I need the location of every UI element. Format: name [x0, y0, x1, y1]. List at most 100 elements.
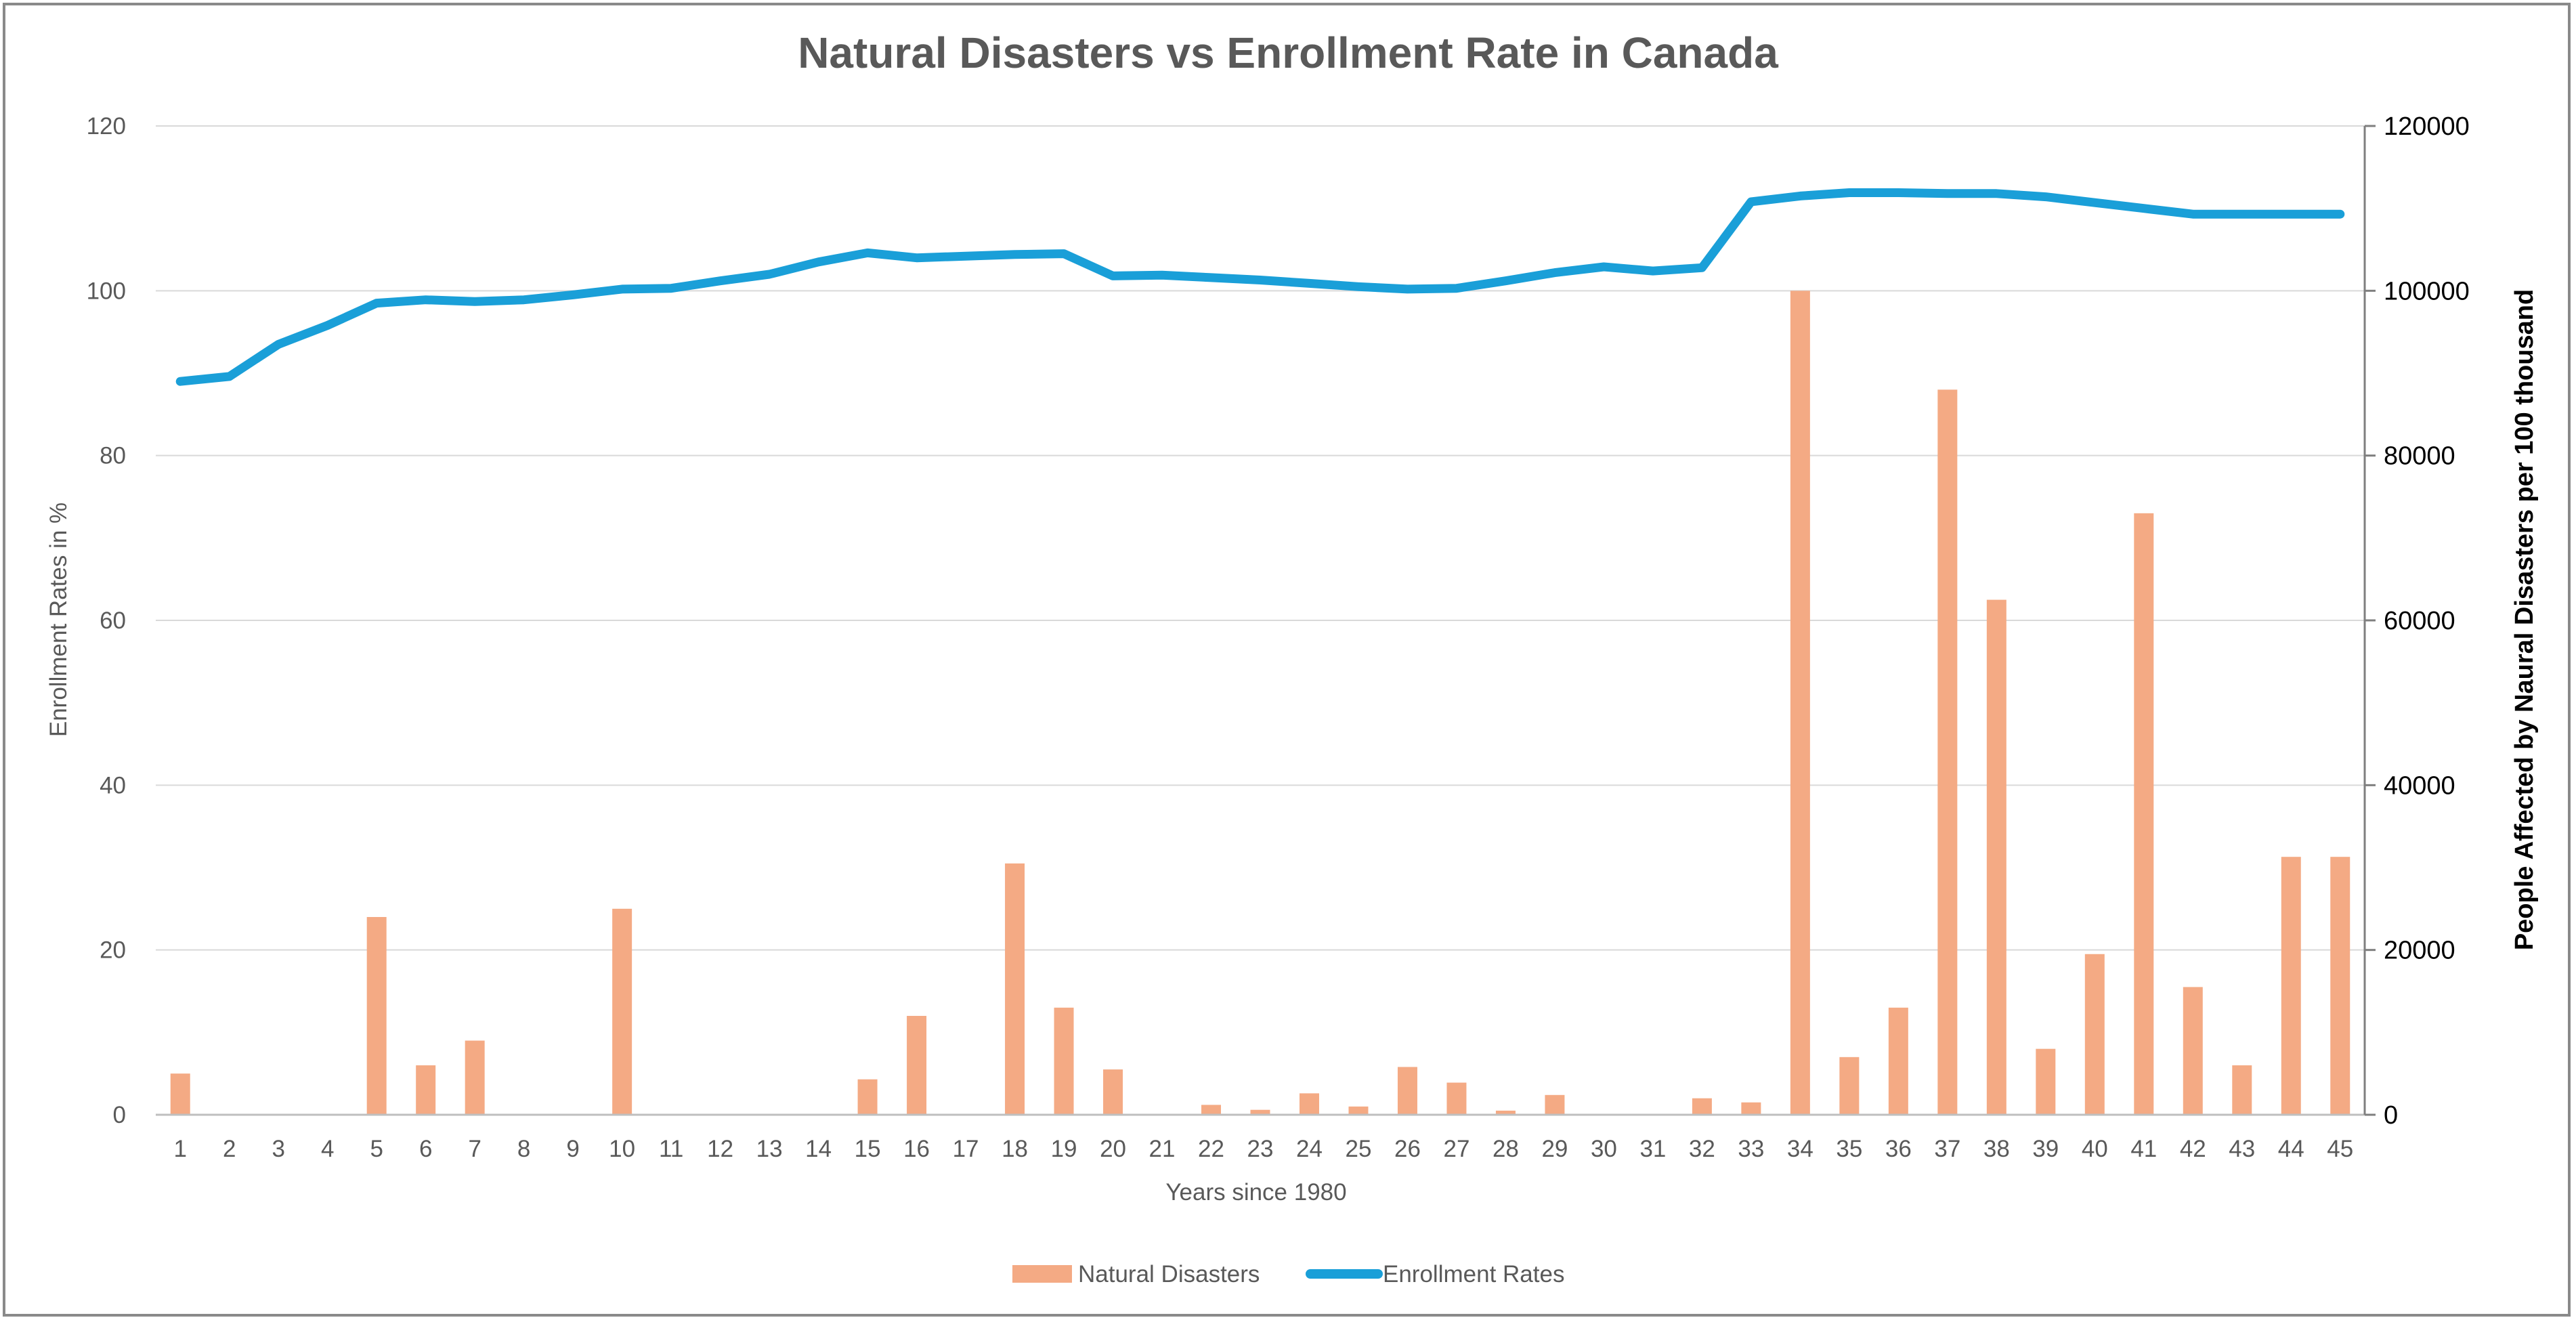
x-tick-label: 32	[1689, 1136, 1715, 1162]
x-tick-label: 9	[566, 1136, 579, 1162]
x-tick-label: 38	[1983, 1136, 2010, 1162]
left-tick-label: 100	[87, 278, 126, 304]
x-tick-label: 10	[609, 1136, 635, 1162]
x-tick-label: 17	[953, 1136, 979, 1162]
left-axis-title: Enrollment Rates in %	[45, 503, 72, 737]
x-tick-label: 24	[1296, 1136, 1323, 1162]
legend: Natural Disasters Enrollment Rates	[1012, 1261, 1564, 1287]
right-tick-label: 100000	[2384, 277, 2470, 305]
x-tick-label: 12	[707, 1136, 733, 1162]
bar	[2183, 987, 2203, 1115]
x-tick-label: 28	[1493, 1136, 1519, 1162]
bar	[1005, 863, 1025, 1115]
bar	[1839, 1057, 1860, 1115]
bar	[1250, 1109, 1270, 1115]
line-series-enrollment-rates	[175, 188, 2345, 386]
bar	[465, 1040, 485, 1115]
x-tick-label: 42	[2180, 1136, 2206, 1162]
x-tick-label: 15	[855, 1136, 881, 1162]
bar	[170, 1073, 190, 1115]
right-tick-label: 80000	[2384, 442, 2455, 471]
bar	[2281, 857, 2301, 1115]
x-tick-label: 7	[468, 1136, 481, 1162]
legend-label-enrollment-rates: Enrollment Rates	[1383, 1261, 1564, 1287]
x-axis-ticks: 1 2 3 4 5 6 7 8 9 10 11 12 13 14 15 16 17 18 19 20 21 22 23 24 2…	[174, 1136, 2354, 1162]
x-tick-label: 33	[1738, 1136, 1764, 1162]
x-tick-label: 45	[2327, 1136, 2353, 1162]
x-tick-label: 44	[2278, 1136, 2304, 1162]
bar	[1937, 389, 1958, 1115]
bar	[1692, 1098, 1712, 1115]
x-tick-label: 3	[272, 1136, 284, 1162]
x-tick-label: 20	[1100, 1136, 1126, 1162]
bar	[1888, 1007, 1908, 1115]
bar	[1790, 291, 1810, 1115]
x-tick-label: 1	[174, 1136, 187, 1162]
bar	[1201, 1105, 1222, 1115]
x-tick-label: 29	[1541, 1136, 1568, 1162]
x-tick-label: 6	[419, 1136, 432, 1162]
x-axis-title: Years since 1980	[1165, 1179, 1346, 1206]
bar	[857, 1079, 878, 1115]
legend-swatch-natural-disasters	[1012, 1265, 1072, 1283]
right-tick-label: 20000	[2384, 937, 2455, 965]
chart-title: Natural Disasters vs Enrollment Rate in …	[798, 28, 1778, 77]
bar	[1348, 1106, 1369, 1115]
x-tick-label: 36	[1885, 1136, 1912, 1162]
right-tick-label: 0	[2384, 1101, 2398, 1130]
x-tick-label: 18	[1002, 1136, 1028, 1162]
x-tick-label: 2	[223, 1136, 236, 1162]
bar	[1103, 1069, 1123, 1115]
x-tick-label: 23	[1247, 1136, 1274, 1162]
left-tick-label: 60	[100, 607, 126, 634]
x-tick-label: 40	[2082, 1136, 2108, 1162]
x-tick-label: 37	[1934, 1136, 1960, 1162]
legend-label-natural-disasters: Natural Disasters	[1078, 1261, 1260, 1287]
enrollment-line	[175, 188, 2345, 386]
left-tick-label: 120	[87, 113, 126, 140]
x-tick-label: 19	[1051, 1136, 1077, 1162]
left-tick-label: 20	[100, 937, 126, 964]
right-tick-label: 60000	[2384, 607, 2455, 635]
right-tick-label: 40000	[2384, 771, 2455, 800]
bar	[1986, 599, 2006, 1115]
bar	[1741, 1102, 1761, 1115]
left-tick-label: 80	[100, 443, 126, 469]
bar	[1495, 1110, 1516, 1115]
bar	[907, 1016, 927, 1115]
x-tick-label: 26	[1394, 1136, 1421, 1162]
bar	[2084, 954, 2105, 1115]
x-tick-label: 25	[1346, 1136, 1372, 1162]
x-tick-label: 39	[2032, 1136, 2059, 1162]
x-tick-label: 35	[1836, 1136, 1862, 1162]
x-tick-label: 14	[805, 1136, 832, 1162]
x-tick-label: 31	[1639, 1136, 1666, 1162]
bar	[2330, 857, 2350, 1115]
bar	[2232, 1065, 2252, 1115]
bar	[2036, 1048, 2056, 1115]
bar	[366, 917, 387, 1115]
bar	[2134, 513, 2154, 1115]
left-tick-label: 0	[113, 1102, 126, 1128]
bar	[1446, 1082, 1467, 1115]
left-axis-ticks: 0 20 40 60 80 100 120	[87, 113, 126, 1128]
x-tick-label: 34	[1787, 1136, 1813, 1162]
right-axis-ticks: 0 20000 40000 60000 80000 100000 120000	[2365, 112, 2470, 1130]
x-tick-label: 43	[2229, 1136, 2255, 1162]
x-tick-label: 22	[1198, 1136, 1224, 1162]
bar	[1545, 1094, 1565, 1115]
x-tick-label: 8	[517, 1136, 530, 1162]
x-tick-label: 5	[370, 1136, 383, 1162]
x-tick-label: 11	[659, 1136, 683, 1162]
right-tick-label: 120000	[2384, 112, 2470, 141]
left-tick-label: 40	[100, 772, 126, 798]
x-tick-label: 27	[1443, 1136, 1469, 1162]
x-tick-label: 30	[1591, 1136, 1617, 1162]
bar	[1054, 1007, 1074, 1115]
bar	[612, 908, 632, 1115]
x-tick-label: 13	[756, 1136, 783, 1162]
x-tick-label: 41	[2130, 1136, 2157, 1162]
x-tick-label: 4	[321, 1136, 334, 1162]
x-tick-label: 16	[903, 1136, 930, 1162]
